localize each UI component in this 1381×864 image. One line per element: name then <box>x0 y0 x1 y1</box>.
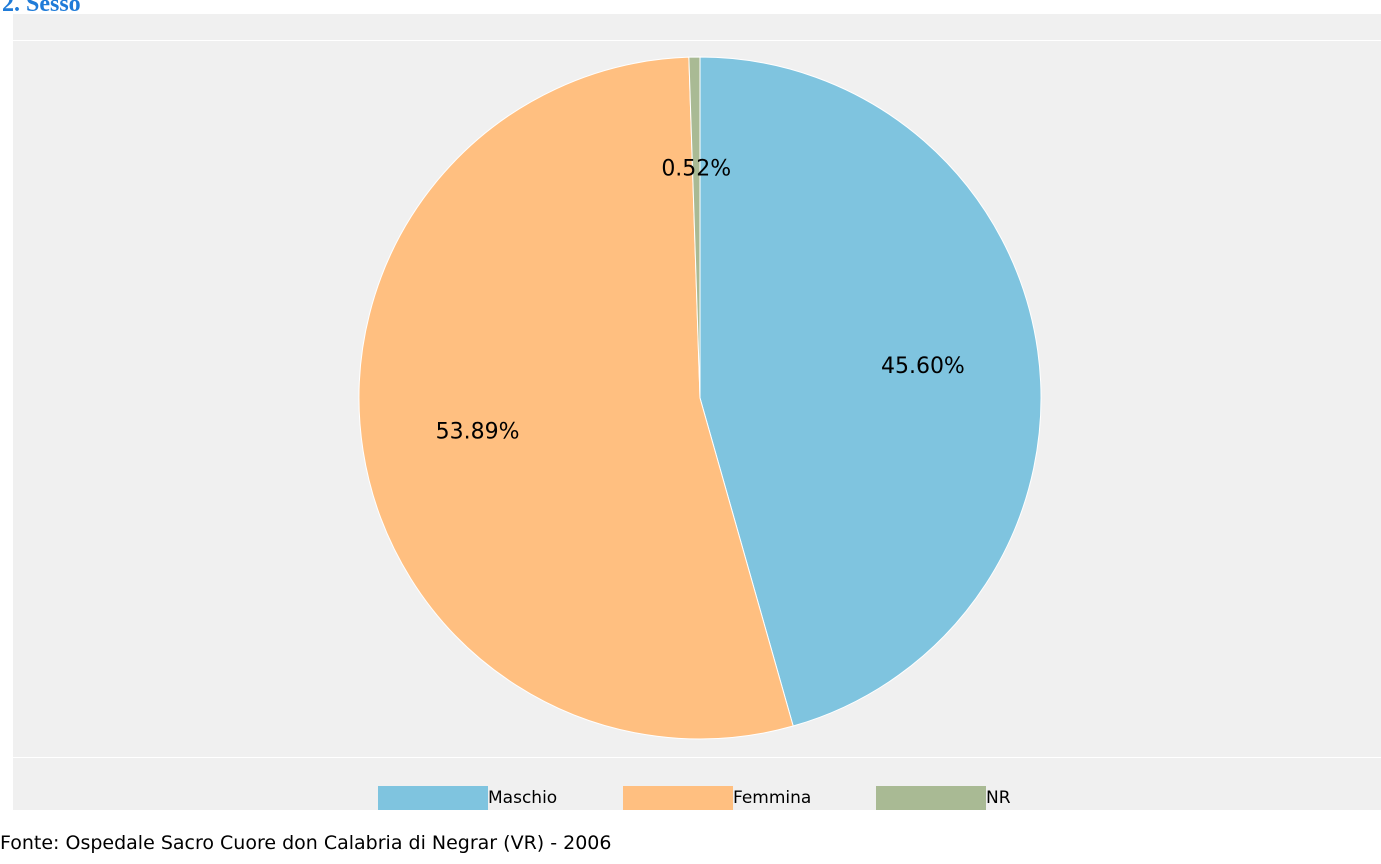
pie-slice-nr <box>688 56 701 399</box>
legend-label-maschio: Maschio <box>488 788 558 808</box>
legend-swatch-nr <box>876 786 986 810</box>
pie-slice-femmina <box>358 56 794 740</box>
legend-item-femmina: Femmina <box>623 786 811 810</box>
plot-border-bottom <box>13 757 1381 758</box>
source-note: Fonte: Ospedale Sacro Cuore don Calabria… <box>0 832 612 854</box>
slice-label-maschio: 45.60% <box>881 354 965 379</box>
pie-slice-maschio <box>699 56 1042 727</box>
legend-swatch-femmina <box>623 786 733 810</box>
legend-label-femmina: Femmina <box>733 788 812 808</box>
chart-legend: Maschio Femmina NR <box>0 786 1381 810</box>
legend-item-nr: NR <box>876 786 1011 810</box>
slice-label-femmina: 53.89% <box>436 420 520 445</box>
section-heading: 2. Sesso <box>2 0 81 17</box>
legend-label-nr: NR <box>986 788 1011 808</box>
slice-label-nr: 0.52% <box>661 157 731 182</box>
legend-item-maschio: Maschio <box>378 786 557 810</box>
legend-swatch-maschio <box>378 786 488 810</box>
plot-border-top <box>13 40 1381 41</box>
